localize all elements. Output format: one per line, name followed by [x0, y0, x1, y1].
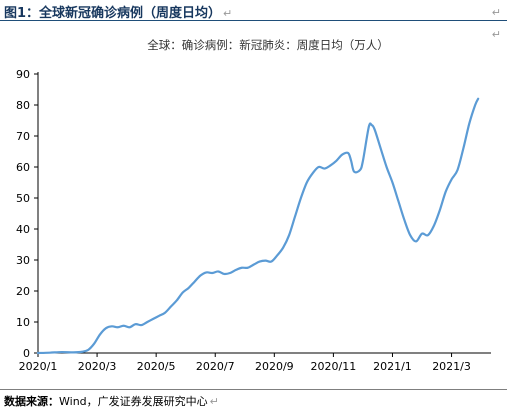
y-tick-label: 50 — [16, 192, 30, 205]
y-tick-label: 0 — [23, 347, 30, 360]
line-chart: 全球：确诊病例：新冠肺炎：周度日均（万人） 0 10 20 30 40 50 60 70 80 9… — [16, 38, 491, 373]
figure-title-text: 图1：全球新冠确诊病例（周度日均） — [4, 6, 222, 21]
y-tick-label: 40 — [16, 223, 30, 236]
x-tick-label: 2020/11 — [311, 360, 357, 373]
y-tick-label: 80 — [16, 99, 30, 112]
x-tick-label: 2020/5 — [137, 360, 176, 373]
source-return-glyph: ↵ — [209, 395, 219, 408]
y-tick-label: 70 — [16, 130, 30, 143]
source-note: 数据来源：Wind，广发证券发展研究中心 ↵ — [4, 393, 219, 409]
x-tick-label: 2020/1 — [19, 360, 58, 373]
x-axis: 2020/1 2020/3 2020/5 2020/7 2020/9 2020/11 202… — [19, 352, 491, 373]
y-tick-label: 10 — [16, 316, 30, 329]
y-tick-label: 20 — [16, 285, 30, 298]
x-tick-label: 2020/9 — [255, 360, 294, 373]
source-label: 数据来源： — [4, 395, 59, 408]
corner-return-glyph-1: ↵ — [491, 6, 501, 19]
chart-title: 全球：确诊病例：新冠肺炎：周度日均（万人） — [147, 38, 389, 52]
title-rule — [0, 20, 507, 21]
x-tick-label: 2021/1 — [373, 360, 412, 373]
series-group — [36, 97, 480, 355]
x-tick-label: 2020/3 — [78, 360, 117, 373]
corner-return-glyph-2: ↵ — [491, 28, 501, 41]
y-axis: 0 10 20 30 40 50 60 70 80 90 — [16, 68, 39, 360]
series-line-1 — [36, 97, 480, 355]
figure-title: 图1：全球新冠确诊病例（周度日均） ↵ — [4, 2, 232, 21]
x-tick-label: 2020/7 — [196, 360, 235, 373]
source-rule — [0, 389, 507, 390]
source-text: Wind，广发证券发展研究中心 — [59, 395, 208, 408]
y-tick-label: 30 — [16, 254, 30, 267]
return-glyph: ↵ — [223, 7, 233, 20]
y-tick-label: 90 — [16, 68, 30, 81]
x-tick-label: 2021/3 — [432, 360, 471, 373]
y-tick-label: 60 — [16, 161, 30, 174]
